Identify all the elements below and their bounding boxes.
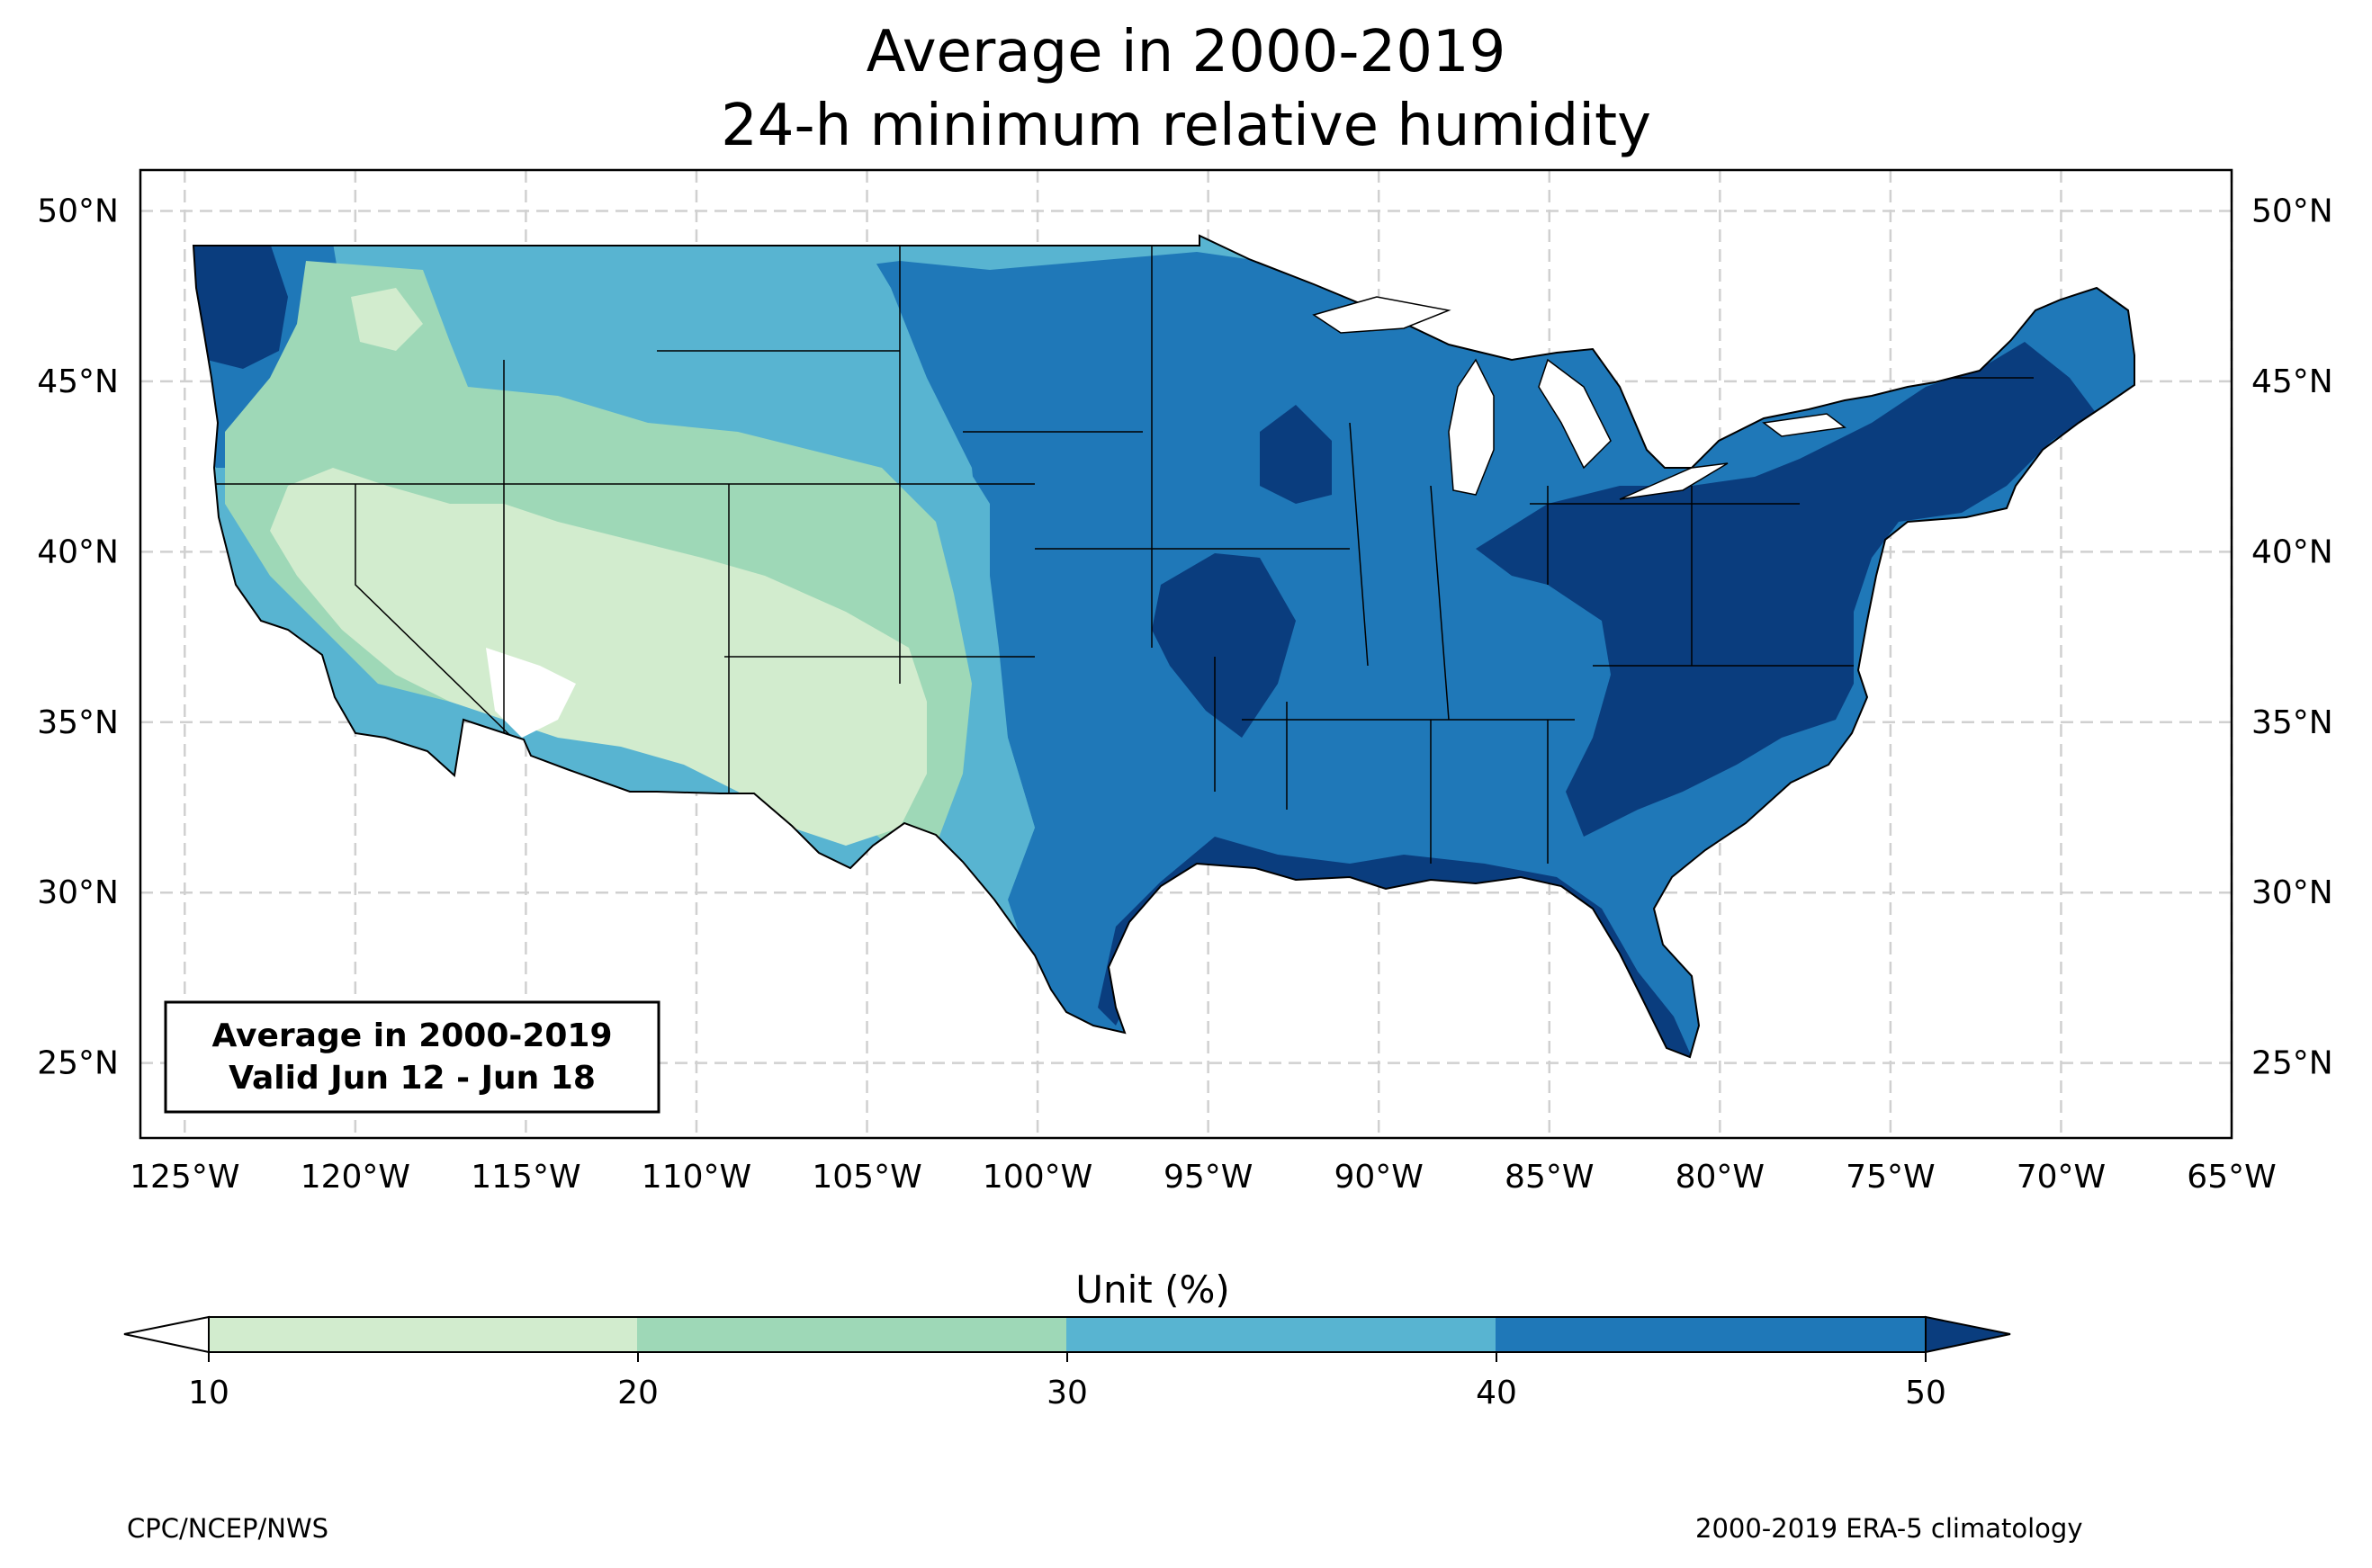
lat-labels-right: 50°N 45°N 40°N 35°N 30°N 25°N xyxy=(2251,193,2333,1081)
lat-label-right: 45°N xyxy=(2251,363,2333,400)
lon-label: 75°W xyxy=(1846,1159,1935,1196)
lon-label: 125°W xyxy=(130,1159,239,1196)
lat-label-left: 40°N xyxy=(37,533,119,570)
lake-superior xyxy=(1312,296,1451,334)
colorbar-tick-label: 10 xyxy=(188,1375,229,1411)
map-title-line2: 24-h minimum relative humidity xyxy=(721,93,1651,159)
colorbar-under-arrow xyxy=(123,1315,210,1354)
colorbar: Unit (%) 10 20 30 40 50 xyxy=(123,1268,2011,1411)
region-over-50-great-lakes xyxy=(1260,405,1332,504)
lon-label: 90°W xyxy=(1334,1159,1423,1196)
lat-label-left: 50°N xyxy=(37,193,119,229)
credit-right: 2000-2019 ERA-5 climatology xyxy=(1695,1513,2083,1544)
colorbar-segment-30-40 xyxy=(1066,1317,1496,1352)
lon-labels: 125°W 120°W 115°W 110°W 105°W 100°W 95°W 90°W 85… xyxy=(130,1159,2277,1196)
lon-label: 80°W xyxy=(1676,1159,1765,1196)
lat-label-left: 45°N xyxy=(37,363,119,400)
lake-erie xyxy=(1619,462,1729,500)
colorbar-tick-label: 30 xyxy=(1047,1375,1088,1411)
lat-label-left: 30°N xyxy=(37,874,119,911)
lon-label: 65°W xyxy=(2187,1159,2276,1196)
state-borders xyxy=(193,246,2034,864)
map-title-line1: Average in 2000-2019 xyxy=(866,19,1506,85)
lat-label-left: 25°N xyxy=(37,1045,119,1082)
colorbar-segment-40-50 xyxy=(1496,1317,1926,1352)
region-10-20-idaho xyxy=(351,288,423,351)
colorbar-tick-label: 40 xyxy=(1476,1375,1517,1411)
great-lakes xyxy=(1312,296,1846,500)
region-10-20 xyxy=(270,468,927,846)
lat-label-left: 35°N xyxy=(37,704,119,741)
lake-michigan xyxy=(1448,358,1495,496)
lat-label-right: 30°N xyxy=(2251,874,2333,911)
colorbar-segment-20-30 xyxy=(637,1317,1066,1352)
lake-ontario xyxy=(1762,413,1846,437)
region-over-50-washington xyxy=(193,243,288,369)
region-under-10 xyxy=(486,648,576,738)
lat-label-right: 25°N xyxy=(2251,1045,2333,1082)
lon-label: 115°W xyxy=(471,1159,580,1196)
lon-label: 105°W xyxy=(812,1159,921,1196)
colorbar-label: Unit (%) xyxy=(1075,1268,1230,1312)
lat-label-right: 35°N xyxy=(2251,704,2333,741)
lon-label: 70°W xyxy=(2017,1159,2106,1196)
lon-label: 95°W xyxy=(1164,1159,1253,1196)
region-over-50-ohio-valley xyxy=(1476,342,2097,837)
lon-label: 120°W xyxy=(301,1159,410,1196)
annotation-line2: Valid Jun 12 - Jun 18 xyxy=(229,1060,596,1097)
lon-label: 85°W xyxy=(1505,1159,1594,1196)
map-frame xyxy=(139,168,2233,1140)
annotation-line1: Average in 2000-2019 xyxy=(211,1017,612,1054)
lon-label: 110°W xyxy=(642,1159,751,1196)
colorbar-segment-10-20 xyxy=(209,1317,637,1352)
colorbar-tick-label: 20 xyxy=(617,1375,659,1411)
colorbar-ticks: 10 20 30 40 50 xyxy=(188,1352,1946,1411)
lon-label: 100°W xyxy=(983,1159,1092,1196)
lat-label-right: 50°N xyxy=(2251,193,2333,229)
lat-labels-left: 50°N 45°N 40°N 35°N 30°N 25°N xyxy=(37,193,119,1081)
lat-label-right: 40°N xyxy=(2251,533,2333,570)
region-over-50-plains xyxy=(1152,553,1296,738)
colorbar-tick-label: 50 xyxy=(1905,1375,1946,1411)
colorbar-over-arrow xyxy=(1925,1315,2011,1354)
annotation-box: Average in 2000-2019 Valid Jun 12 - Jun … xyxy=(164,1000,660,1114)
lake-huron xyxy=(1538,358,1612,470)
credit-left: CPC/NCEP/NWS xyxy=(127,1513,329,1544)
